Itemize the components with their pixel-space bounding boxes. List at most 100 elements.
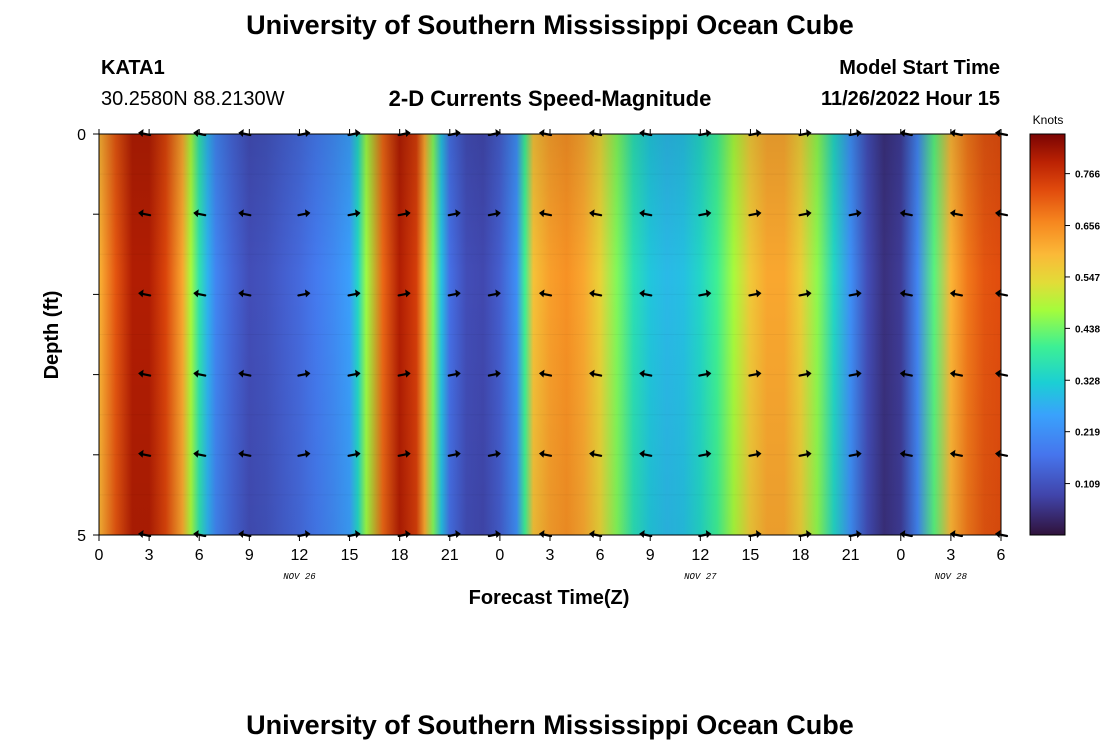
x-tick-label: 3 [546,547,555,564]
current-arrow [397,369,411,378]
current-arrow [848,369,862,378]
current-arrow [138,530,152,538]
current-arrow [238,209,252,218]
current-arrow [995,530,1009,538]
current-arrow [487,289,501,298]
current-arrow [639,129,653,137]
colorbar [1029,133,1066,536]
x-tick-label: 0 [95,547,104,564]
colorbar-tick-label: 0.656 [1075,222,1100,233]
x-tick-label: 21 [842,547,860,564]
current-arrow [698,530,712,538]
current-arrow [589,289,603,298]
current-arrow [899,209,913,218]
current-arrow [193,209,207,218]
current-arrow [748,449,762,458]
current-arrow [138,129,152,137]
x-tick-label: 18 [391,547,409,564]
current-arrow [798,289,812,298]
current-arrow [798,449,812,458]
current-arrow [297,209,311,218]
current-arrow [995,209,1009,218]
current-arrow [297,530,311,538]
current-arrow [193,369,207,378]
current-arrow [297,369,311,378]
current-arrow [138,369,152,378]
colorbar-tick-label: 0.328 [1075,376,1100,387]
current-arrow [347,449,361,458]
current-arrow [238,530,252,538]
chart-subtitle: 2-D Currents Speed-Magnitude [388,86,712,111]
current-arrow [138,209,152,218]
current-arrow [949,369,964,378]
current-arrow [297,289,311,298]
current-arrow [995,369,1009,378]
footer-title: University of Southern Mississippi Ocean… [246,710,854,740]
current-arrow [238,129,252,137]
current-arrow [589,129,603,137]
current-arrow [639,369,653,378]
current-arrow [748,530,762,538]
y-axis-title: Depth (ft) [41,291,63,380]
date-label: NOV 27 [684,572,717,582]
current-arrow [698,129,712,137]
current-arrow [138,449,152,458]
colorbar-tick-label: 0.109 [1075,480,1100,491]
colorbar-tick-label: 0.766 [1075,170,1100,181]
station-id: KATA1 [101,57,165,79]
current-arrow [193,530,207,538]
current-arrow [447,449,461,458]
model-start-value: 11/26/2022 Hour 15 [820,88,1000,110]
x-tick-label: 12 [291,547,309,564]
current-arrow [848,449,862,458]
x-tick-label: 3 [145,547,154,564]
current-arrow [639,289,653,298]
x-tick-label: 18 [792,547,810,564]
current-arrow [238,369,252,378]
current-arrow [538,289,553,298]
current-arrow [487,209,501,218]
current-arrow [949,129,964,137]
current-arrow [538,129,553,137]
page-title: University of Southern Mississippi Ocean… [246,10,854,40]
current-arrow [538,530,553,538]
x-tick-label: 6 [596,547,605,564]
current-arrow [589,209,603,218]
current-arrow [487,530,501,538]
current-arrow [238,449,252,458]
station-coordinates: 30.2580N 88.2130W [101,88,285,110]
current-arrow [589,449,603,458]
x-tick-label: 9 [646,547,655,564]
current-arrow [848,530,862,538]
current-arrow [397,530,411,538]
x-tick-label: 6 [997,547,1006,564]
current-arrow [698,209,712,218]
current-arrow [447,289,461,298]
current-arrow [949,449,964,458]
current-arrow [447,209,461,218]
current-arrow [589,530,603,538]
current-arrow [447,369,461,378]
current-arrow [397,209,411,218]
x-axis-title: Forecast Time(Z) [469,587,630,609]
current-arrow [748,209,762,218]
current-arrow [639,209,653,218]
current-arrow [848,209,862,218]
current-arrow [538,449,553,458]
x-tick-label: 15 [742,547,760,564]
current-arrow [848,289,862,298]
y-tick-label: 0 [77,127,86,144]
current-arrow [995,449,1009,458]
current-arrow [487,449,501,458]
current-arrow [848,129,862,137]
x-tick-label: 12 [691,547,709,564]
model-start-label: Model Start Time [839,57,1000,79]
current-arrow [487,129,501,137]
colorbar-tick-label: 0.547 [1075,273,1100,284]
current-arrow [899,369,913,378]
current-arrow [748,369,762,378]
current-arrow [447,530,461,538]
current-arrow [397,129,411,137]
current-arrow [698,289,712,298]
y-tick-label: 5 [77,528,86,545]
